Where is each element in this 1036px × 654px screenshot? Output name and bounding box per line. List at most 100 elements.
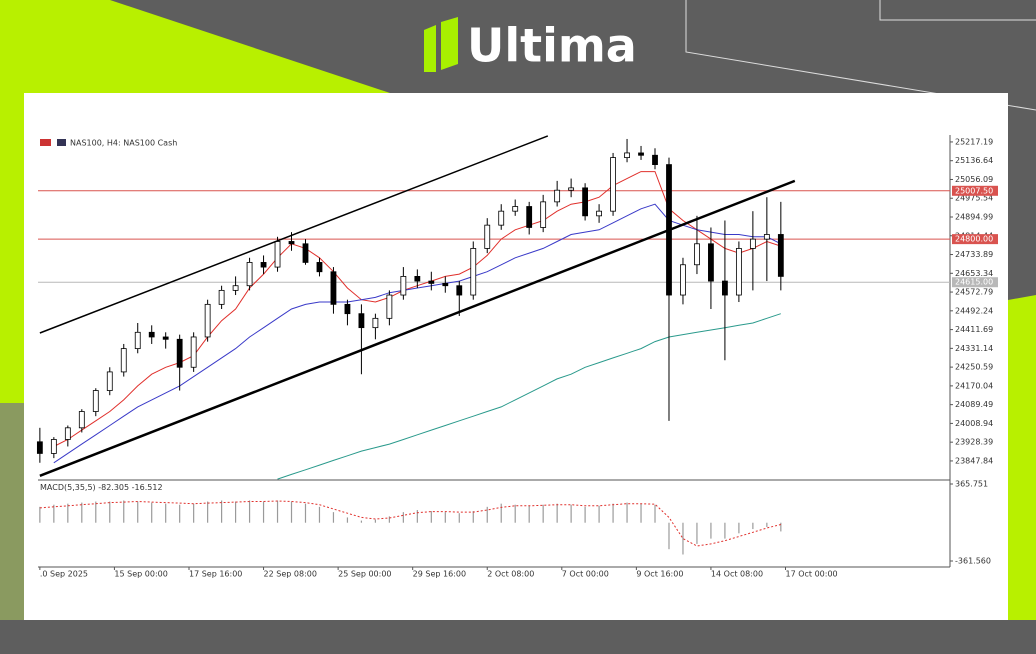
brand-shape: [0, 0, 390, 93]
candle-body: [232, 285, 239, 291]
trendline: [39, 179, 796, 477]
candle-body: [777, 234, 784, 277]
candle-body: [596, 210, 602, 217]
candle-body: [680, 264, 686, 296]
x-tick-label: 22 Sep 08:00: [264, 570, 317, 579]
candle-body: [316, 262, 323, 273]
y-tick-label: 25056.09: [955, 175, 993, 184]
x-tick-label: 25 Sep 00:00: [338, 570, 391, 579]
y-tick-label: 365.751: [955, 480, 988, 489]
chart-panel: [24, 93, 1008, 620]
candle-body: [302, 243, 309, 263]
candle-body: [694, 243, 700, 266]
candle-body: [484, 224, 491, 249]
x-tick-label: 7 Oct 00:00: [562, 570, 609, 579]
symbol-label: NAS100, H4: NAS100 Cash: [70, 139, 177, 148]
price-level-box: [952, 234, 998, 245]
x-tick-label: .0 Sep 2025: [40, 570, 88, 579]
candle-body: [260, 262, 267, 268]
candle-body: [652, 154, 658, 165]
candle-body: [204, 303, 211, 338]
logo-icon: [424, 25, 436, 72]
candle-body: [344, 303, 351, 315]
logo-icon: [441, 17, 458, 70]
candle-body: [246, 262, 253, 287]
y-tick-label: 25136.64: [955, 156, 993, 165]
y-tick-label: 24572.79: [955, 288, 993, 297]
candle-body: [162, 336, 169, 340]
macd-signal-value: -16.512: [132, 483, 163, 492]
x-tick-label: 2 Oct 08:00: [487, 570, 534, 579]
candle-body: [50, 439, 57, 454]
candle-body: [36, 441, 43, 454]
candle-body: [554, 189, 561, 203]
macd-label: MACD(5,35,5) -82.305 -16.512: [40, 483, 163, 492]
x-tick-label: 17 Sep 16:00: [189, 570, 242, 579]
candle-body: [722, 280, 728, 296]
candle-body: [708, 243, 714, 282]
candle-body: [92, 390, 99, 412]
candle-body: [218, 289, 225, 305]
candle-body: [638, 152, 644, 156]
brand-strip: [0, 403, 24, 620]
candle-body: [735, 248, 742, 296]
trendline: [39, 135, 549, 334]
y-tick-label: 23928.39: [955, 438, 993, 447]
y-tick-label: 24089.49: [955, 400, 993, 409]
candle-body: [582, 187, 589, 217]
candle-body: [749, 238, 756, 249]
candle-body: [106, 371, 113, 391]
y-tick-label: 25217.19: [955, 137, 993, 146]
price-level-label: 24800.00: [955, 235, 993, 244]
candle-body: [148, 331, 155, 338]
candle-body: [176, 338, 183, 368]
macd-title: MACD(5,35,5): [40, 483, 96, 492]
candle-body: [372, 317, 379, 329]
candle-body: [526, 206, 533, 228]
y-tick-label: 23847.84: [955, 456, 993, 465]
candle-body: [512, 206, 519, 212]
y-tick-label: 24411.69: [955, 325, 993, 334]
y-tick-label: 24733.89: [955, 250, 993, 259]
brand-shape: [1008, 295, 1036, 620]
y-tick-label: 24250.59: [955, 363, 993, 372]
brand-line: [685, 0, 1036, 111]
candle-body: [624, 152, 630, 158]
y-tick-label: 24492.24: [955, 306, 993, 315]
candle-body: [428, 280, 435, 284]
y-tick-label: -361.560: [955, 557, 991, 566]
symbol-icon: [57, 139, 66, 146]
price-level-box: [952, 185, 998, 196]
brand-strip: [0, 93, 24, 403]
candle-body: [134, 331, 141, 350]
candle-body: [400, 276, 407, 296]
candle-body: [763, 234, 770, 240]
candle-body: [386, 294, 393, 319]
candle-body: [190, 336, 197, 368]
x-tick-label: 15 Sep 00:00: [114, 570, 167, 579]
y-tick-label: 24894.99: [955, 213, 993, 222]
price-level-label: 24615.00: [955, 278, 993, 287]
candle-body: [120, 348, 127, 373]
candle-body: [78, 411, 85, 429]
y-tick-label: 24331.14: [955, 344, 993, 353]
macd-signal: [39, 500, 781, 547]
y-tick-label: 24653.34: [955, 269, 993, 278]
candle-body: [442, 282, 449, 287]
logo-text: Ultima: [467, 19, 637, 73]
brand-line: [879, 0, 1036, 21]
candle-body: [358, 313, 365, 329]
x-tick-label: 9 Oct 16:00: [636, 570, 683, 579]
candle-body: [288, 241, 295, 245]
x-tick-label: 29 Sep 16:00: [413, 570, 466, 579]
y-tick-label: 24170.04: [955, 381, 993, 390]
candle-body: [456, 285, 463, 296]
macd-value: -82.305: [98, 483, 129, 492]
moving-average: [277, 313, 781, 480]
candle-body: [610, 157, 616, 212]
candle-body: [414, 276, 421, 282]
price-level-label: 25007.50: [955, 186, 993, 195]
candle-body: [330, 271, 337, 305]
y-tick-label: 24975.54: [955, 194, 993, 203]
